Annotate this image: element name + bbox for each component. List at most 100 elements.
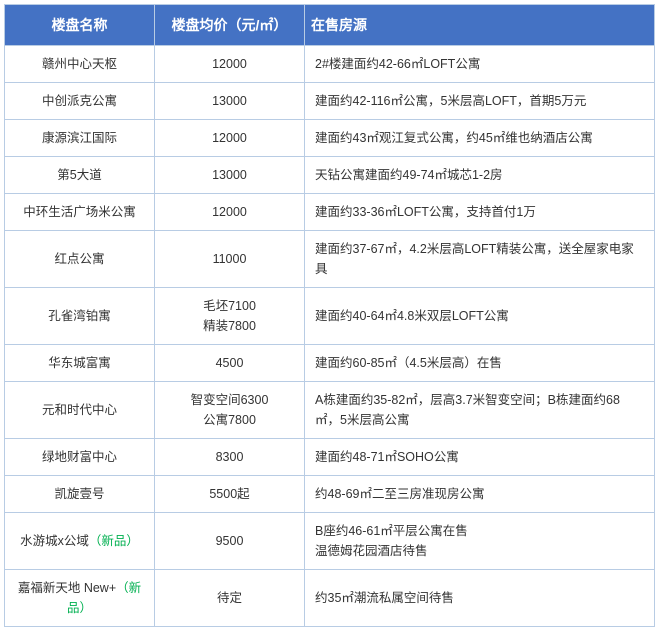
- price-line: 智变空间6300: [191, 393, 269, 407]
- property-table: 楼盘名称 楼盘均价（元/㎡） 在售房源 赣州中心天枢 12000 2#楼建面约42-…: [4, 4, 655, 627]
- price-line: 毛坯7100: [203, 299, 256, 313]
- cell-desc: 建面约40-64㎡4.8米双层LOFT公寓: [305, 288, 655, 345]
- header-desc: 在售房源: [305, 5, 655, 46]
- desc-line: A栋建面约35-82㎡，层高3.7米智变空间；B栋建面约68 ㎡，5米层高公寓: [315, 393, 620, 427]
- table-body: 赣州中心天枢 12000 2#楼建面约42-66㎡LOFT公寓中创派克公寓 13000…: [5, 46, 655, 627]
- table-row: 孔雀湾铂寓 毛坯7100 精装7800 建面约40-64㎡4.8米双层LOFT公寓: [5, 288, 655, 345]
- price-line: 4500: [216, 356, 244, 370]
- table-row: 康源滨江国际 12000 建面约43㎡观江复式公寓，约45㎡维也纳酒店公寓: [5, 120, 655, 157]
- property-name: 华东城富寓: [48, 356, 111, 370]
- cell-desc: 建面约43㎡观江复式公寓，约45㎡维也纳酒店公寓: [305, 120, 655, 157]
- desc-line: 建面约48-71㎡SOHO公寓: [315, 450, 459, 464]
- price-line: 待定: [217, 591, 242, 605]
- price-line: 13000: [212, 94, 247, 108]
- property-name: 元和时代中心: [42, 403, 117, 417]
- price-line: 13000: [212, 168, 247, 182]
- cell-name: 嘉福新天地 New+（新品）: [5, 570, 155, 627]
- desc-line: 建面约43㎡观江复式公寓，约45㎡维也纳酒店公寓: [315, 131, 593, 145]
- header-name: 楼盘名称: [5, 5, 155, 46]
- cell-price: 4500: [155, 345, 305, 382]
- table-row: 红点公寓 11000 建面约37-67㎡，4.2米层高LOFT精装公寓，送全屋家电家…: [5, 231, 655, 288]
- cell-price: 12000: [155, 120, 305, 157]
- header-row: 楼盘名称 楼盘均价（元/㎡） 在售房源: [5, 5, 655, 46]
- cell-desc: 建面约33-36㎡LOFT公寓，支持首付1万: [305, 194, 655, 231]
- property-name: 第5大道: [57, 168, 101, 182]
- cell-price: 毛坯7100 精装7800: [155, 288, 305, 345]
- desc-line: 温德姆花园酒店待售: [315, 544, 428, 558]
- cell-price: 5500起: [155, 476, 305, 513]
- cell-desc: B座约46-61㎡平层公寓在售温德姆花园酒店待售: [305, 513, 655, 570]
- price-line: 11000: [213, 252, 247, 266]
- property-name: 赣州中心天枢: [42, 57, 117, 71]
- cell-desc: 建面约60-85㎡（4.5米层高）在售: [305, 345, 655, 382]
- cell-name: 凯旋壹号: [5, 476, 155, 513]
- cell-desc: 2#楼建面约42-66㎡LOFT公寓: [305, 46, 655, 83]
- cell-name: 孔雀湾铂寓: [5, 288, 155, 345]
- table-row: 中创派克公寓 13000 建面约42-116㎡公寓，5米层高LOFT，首期5万元: [5, 83, 655, 120]
- cell-name: 元和时代中心: [5, 382, 155, 439]
- cell-desc: 天钻公寓建面约49-74㎡城芯1-2房: [305, 157, 655, 194]
- desc-line: 建面约60-85㎡（4.5米层高）在售: [315, 356, 502, 370]
- cell-name: 绿地财富中心: [5, 439, 155, 476]
- price-line: 8300: [216, 450, 244, 464]
- desc-line: B座约46-61㎡平层公寓在售: [315, 524, 468, 538]
- price-line: 12000: [212, 205, 247, 219]
- price-line: 5500起: [209, 487, 249, 501]
- cell-name: 水游城x公域（新品）: [5, 513, 155, 570]
- desc-line: 2#楼建面约42-66㎡LOFT公寓: [315, 57, 480, 71]
- desc-line: 约35㎡潮流私属空间待售: [315, 591, 454, 605]
- property-name: 绿地财富中心: [42, 450, 117, 464]
- cell-name: 中环生活广场米公寓: [5, 194, 155, 231]
- desc-line: 建面约37-67㎡，4.2米层高LOFT精装公寓，送全屋家电家具: [315, 242, 634, 276]
- table-row: 华东城富寓 4500 建面约60-85㎡（4.5米层高）在售: [5, 345, 655, 382]
- cell-price: 13000: [155, 83, 305, 120]
- table-row: 元和时代中心 智变空间6300 公寓7800 A栋建面约35-82㎡，层高3.7米智变…: [5, 382, 655, 439]
- cell-desc: 约35㎡潮流私属空间待售: [305, 570, 655, 627]
- price-line: 12000: [212, 131, 247, 145]
- property-name: 中环生活广场米公寓: [23, 205, 136, 219]
- price-line: 12000: [212, 57, 247, 71]
- desc-line: 建面约40-64㎡4.8米双层LOFT公寓: [315, 309, 509, 323]
- price-line: 精装7800: [203, 319, 256, 333]
- price-line: 9500: [216, 534, 244, 548]
- table-row: 水游城x公域（新品） 9500 B座约46-61㎡平层公寓在售温德姆花园酒店待售: [5, 513, 655, 570]
- desc-line: 建面约33-36㎡LOFT公寓，支持首付1万: [315, 205, 536, 219]
- property-name: 凯旋壹号: [54, 487, 104, 501]
- property-name: 中创派克公寓: [42, 94, 117, 108]
- price-line: 公寓7800: [203, 413, 256, 427]
- cell-price: 待定: [155, 570, 305, 627]
- cell-name: 第5大道: [5, 157, 155, 194]
- cell-name: 红点公寓: [5, 231, 155, 288]
- cell-desc: 约48-69㎡二至三房准现房公寓: [305, 476, 655, 513]
- property-name: 水游城x公域: [20, 534, 89, 548]
- table-row: 中环生活广场米公寓 12000 建面约33-36㎡LOFT公寓，支持首付1万: [5, 194, 655, 231]
- new-tag: （新品）: [89, 534, 139, 548]
- property-name: 嘉福新天地 New+: [18, 581, 116, 595]
- cell-price: 智变空间6300 公寓7800: [155, 382, 305, 439]
- cell-desc: A栋建面约35-82㎡，层高3.7米智变空间；B栋建面约68 ㎡，5米层高公寓: [305, 382, 655, 439]
- cell-name: 中创派克公寓: [5, 83, 155, 120]
- cell-price: 9500: [155, 513, 305, 570]
- property-name: 康源滨江国际: [42, 131, 117, 145]
- desc-line: 约48-69㎡二至三房准现房公寓: [315, 487, 484, 501]
- cell-price: 12000: [155, 46, 305, 83]
- desc-line: 建面约42-116㎡公寓，5米层高LOFT，首期5万元: [315, 94, 586, 108]
- table-row: 绿地财富中心 8300 建面约48-71㎡SOHO公寓: [5, 439, 655, 476]
- table-row: 凯旋壹号 5500起 约48-69㎡二至三房准现房公寓: [5, 476, 655, 513]
- header-price: 楼盘均价（元/㎡）: [155, 5, 305, 46]
- cell-desc: 建面约42-116㎡公寓，5米层高LOFT，首期5万元: [305, 83, 655, 120]
- table-row: 赣州中心天枢 12000 2#楼建面约42-66㎡LOFT公寓: [5, 46, 655, 83]
- property-name: 红点公寓: [54, 252, 104, 266]
- desc-line: 天钻公寓建面约49-74㎡城芯1-2房: [315, 168, 503, 182]
- cell-name: 华东城富寓: [5, 345, 155, 382]
- cell-name: 赣州中心天枢: [5, 46, 155, 83]
- property-name: 孔雀湾铂寓: [48, 309, 111, 323]
- cell-price: 11000: [155, 231, 305, 288]
- table-row: 第5大道 13000 天钻公寓建面约49-74㎡城芯1-2房: [5, 157, 655, 194]
- cell-name: 康源滨江国际: [5, 120, 155, 157]
- cell-price: 12000: [155, 194, 305, 231]
- table-row: 嘉福新天地 New+（新品） 待定 约35㎡潮流私属空间待售: [5, 570, 655, 627]
- cell-price: 8300: [155, 439, 305, 476]
- cell-desc: 建面约48-71㎡SOHO公寓: [305, 439, 655, 476]
- cell-desc: 建面约37-67㎡，4.2米层高LOFT精装公寓，送全屋家电家具: [305, 231, 655, 288]
